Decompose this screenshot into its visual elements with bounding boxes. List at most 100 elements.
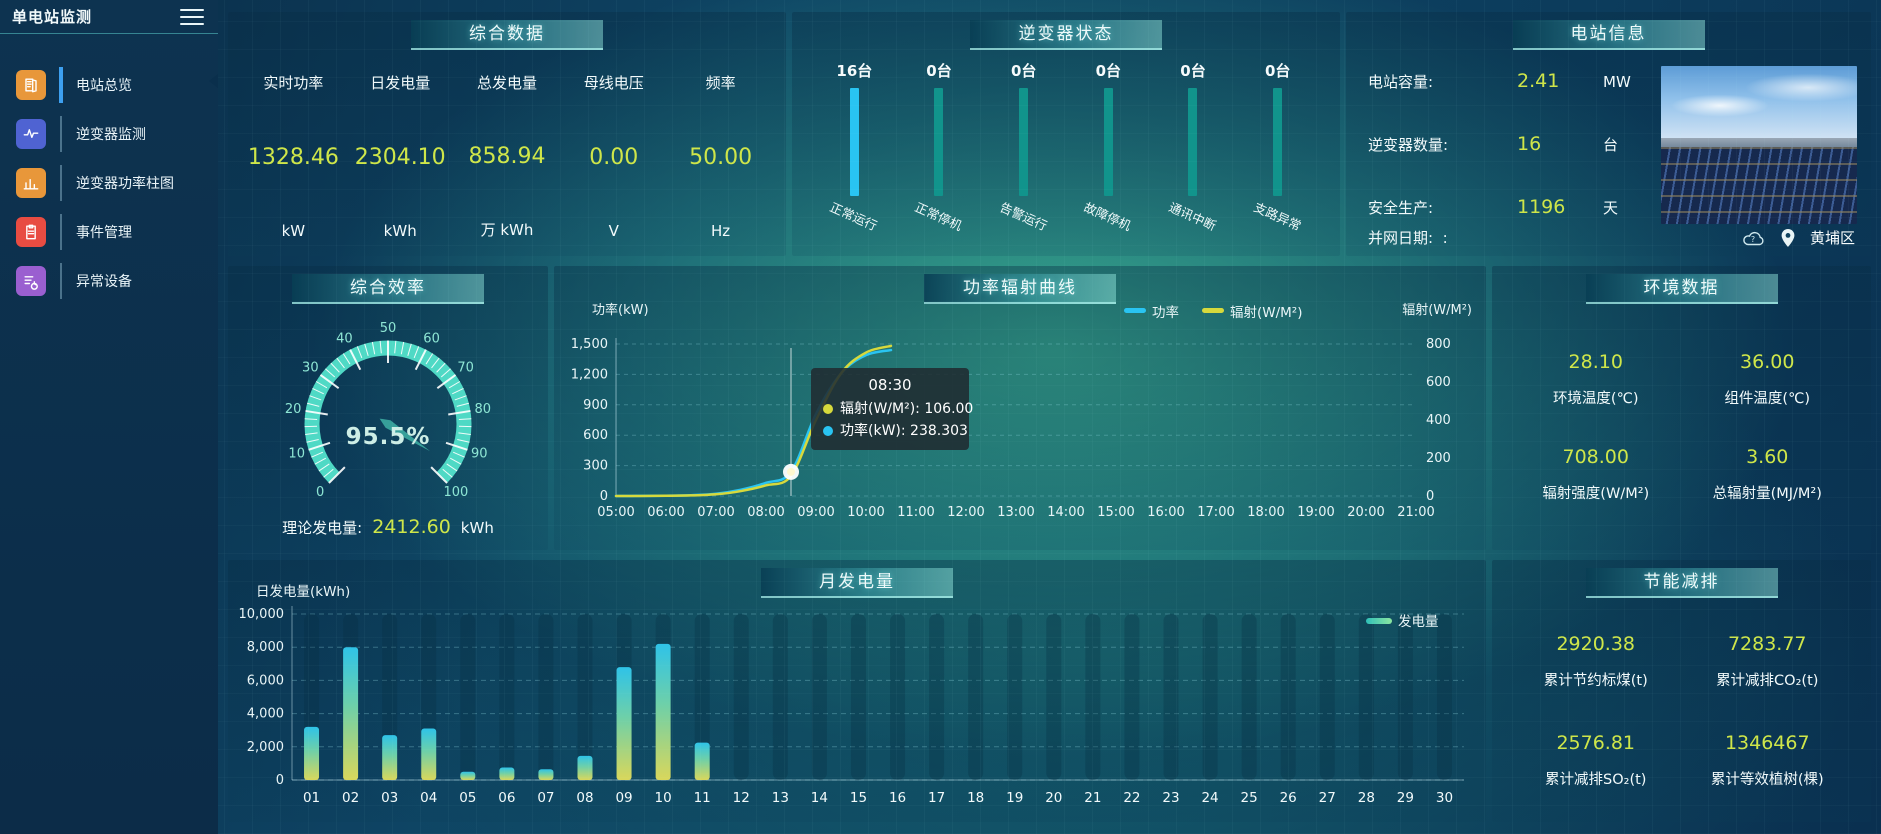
sidebar-item-4[interactable]: 事件管理 (0, 207, 218, 256)
svg-text:10: 10 (655, 790, 672, 806)
environment-item-label: 总辐射量(MJ/M²) (1712, 486, 1822, 502)
summary-metric: 总发电量 858.94 万 kWh (454, 72, 561, 240)
sidebar-item-5[interactable]: 异常设备 (0, 256, 218, 305)
svg-text:0: 0 (600, 489, 608, 504)
svg-text:日发电量(kWh): 日发电量(kWh) (256, 584, 350, 600)
station-row-value: 16 (1517, 133, 1542, 155)
inverter-status-label: 告警运行 (997, 199, 1050, 234)
svg-text:900: 900 (583, 398, 608, 413)
metric-value: 0.00 (589, 145, 639, 170)
svg-text:25: 25 (1241, 790, 1258, 806)
svg-text:辐射(W/M²): 辐射(W/M²) (1230, 305, 1303, 321)
tooltip-time: 08:30 (868, 376, 912, 394)
svg-text:04: 04 (420, 790, 437, 806)
power-radiation-chart[interactable]: 0 300 600 900 1,200 1,500 0 200 400 600 800 05:00 06… (564, 292, 1476, 544)
energy-saving-item-label: 累计等效植树(棵) (1710, 772, 1824, 788)
app-title: 单电站监测 (12, 8, 93, 26)
svg-text:21:00: 21:00 (1397, 505, 1434, 520)
svg-text:功率: 功率 (1152, 304, 1179, 321)
station-info-panel: 电站信息 电站容量: 2.41 MW 逆变器数量: 16 台安全生产: 1196 天 并网日期… (1346, 12, 1871, 256)
tooltip-series-dot (823, 404, 833, 414)
energy-saving-item: 1346467 累计等效植树(棵) (1682, 711, 1854, 810)
sidebar-item-label: 逆变器功率柱图 (76, 175, 174, 192)
svg-text:300: 300 (583, 459, 608, 474)
tooltip-series-dot (823, 426, 833, 436)
svg-text:28: 28 (1358, 790, 1375, 806)
metric-unit: Hz (711, 222, 731, 240)
svg-text:0: 0 (1426, 489, 1434, 504)
environment-item: 3.60 总辐射量(MJ/M²) (1682, 427, 1854, 522)
metric-value: 50.00 (689, 145, 753, 170)
environment-panel: 环境数据 28.10 环境温度(℃) 36.00 组件温度(℃) 708.00 辐射强度(… (1492, 266, 1871, 550)
inverter-bar (1273, 88, 1283, 196)
environment-item-label: 组件温度(℃) (1724, 391, 1811, 407)
location-pin-icon[interactable] (1780, 228, 1796, 248)
svg-text:20: 20 (285, 402, 302, 417)
sidebar-item-label: 异常设备 (76, 273, 132, 290)
station-location[interactable]: ? 黄埔区 (1742, 227, 1855, 248)
svg-text:8,000: 8,000 (247, 640, 284, 655)
svg-text:?: ? (1751, 235, 1755, 244)
legend-item-1[interactable]: 功率 (1124, 304, 1179, 321)
svg-text:07:00: 07:00 (697, 505, 734, 520)
svg-text:0: 0 (316, 485, 324, 500)
environment-grid: 28.10 环境温度(℃) 36.00 组件温度(℃) 708.00 辐射强度(W/M²)… (1510, 332, 1853, 522)
svg-text:15:00: 15:00 (1097, 505, 1134, 520)
monthly-legend[interactable]: 发电量 (1366, 614, 1439, 630)
theory-generation-value: 2412.60 (372, 516, 451, 538)
svg-text:30: 30 (302, 361, 319, 376)
svg-text:22: 22 (1123, 790, 1140, 806)
sidebar-menu: 电站总览 逆变器监测逆变器功率柱图事件管理异常设备 (0, 60, 218, 305)
svg-text:50: 50 (380, 321, 397, 336)
environment-item: 708.00 辐射强度(W/M²) (1510, 427, 1682, 522)
metric-label: 日发电量 (370, 74, 431, 92)
station-row-value: 1196 (1517, 196, 1566, 218)
district-name[interactable]: 黄埔区 (1809, 229, 1855, 247)
svg-text:16: 16 (889, 790, 906, 806)
svg-text:11: 11 (694, 790, 711, 806)
svg-text:09: 09 (615, 790, 632, 806)
sidebar-item-1[interactable]: 电站总览 (0, 60, 218, 109)
grid-connection-date: 并网日期: : (1368, 229, 1448, 247)
inverter-status-chart[interactable]: 16台 正常运行 0台 正常停机 0台 告警运行 0台 故障停机 0台 通讯中断 0台 支路异常 (812, 60, 1320, 252)
summary-metric: 日发电量 2304.10 kWh (347, 72, 454, 240)
svg-text:07: 07 (537, 790, 554, 806)
station-info-row: 安全生产: 1196 天 (1368, 196, 1647, 218)
abnormal-device-icon (16, 265, 46, 296)
svg-text:发电量: 发电量 (1398, 614, 1439, 630)
sidebar-collapse-arrow[interactable] (209, 74, 218, 88)
menu-item-rail (60, 262, 62, 299)
svg-text:600: 600 (1426, 375, 1451, 390)
hamburger-menu-icon[interactable] (180, 8, 204, 25)
chart-tooltip: 08:30 辐射(W/M²): 106.00 功率(kW): 238.303 (811, 368, 973, 450)
station-row-unit: 天 (1603, 199, 1619, 217)
svg-text:600: 600 (583, 428, 608, 443)
weather-cloud-icon[interactable]: ? (1742, 229, 1766, 247)
sidebar-item-2[interactable]: 逆变器监测 (0, 109, 218, 158)
environment-item-value: 28.10 (1568, 351, 1623, 373)
legend-item-2[interactable]: 辐射(W/M²) (1202, 305, 1303, 321)
svg-text:2,000: 2,000 (247, 740, 284, 755)
inverter-count: 0台 (926, 62, 952, 80)
metric-unit: kWh (383, 222, 417, 240)
energy-saving-item-value: 7283.77 (1727, 633, 1807, 655)
svg-text:05:00: 05:00 (597, 505, 634, 520)
inverter-bar (849, 88, 859, 196)
svg-text:15: 15 (850, 790, 867, 806)
energy-saving-item: 7283.77 累计减排CO₂(t) (1682, 612, 1854, 711)
svg-text:14:00: 14:00 (1047, 505, 1084, 520)
sidebar-item-3[interactable]: 逆变器功率柱图 (0, 158, 218, 207)
summary-metric: 频率 50.00 Hz (667, 72, 774, 240)
svg-text:6,000: 6,000 (247, 673, 284, 688)
environment-item-value: 36.00 (1740, 351, 1795, 373)
inverter-status-label: 故障停机 (1082, 199, 1134, 234)
station-row-label: 逆变器数量: (1368, 136, 1449, 154)
svg-text:24: 24 (1201, 790, 1218, 806)
monthly-generation-chart[interactable]: 0 2,000 4,000 6,000 8,000 10,000 日发电量(kWh) 01 02… (238, 582, 1476, 820)
menu-item-rail (60, 115, 62, 152)
summary-metric: 母线电压 0.00 V (560, 72, 667, 240)
inverter-count: 0台 (1180, 62, 1206, 80)
efficiency-gauge-chart[interactable]: 0 10 20 30 40 50 60 70 80 90 100 (228, 294, 548, 520)
svg-text:06:00: 06:00 (647, 505, 684, 520)
station-overview-icon (16, 69, 46, 100)
